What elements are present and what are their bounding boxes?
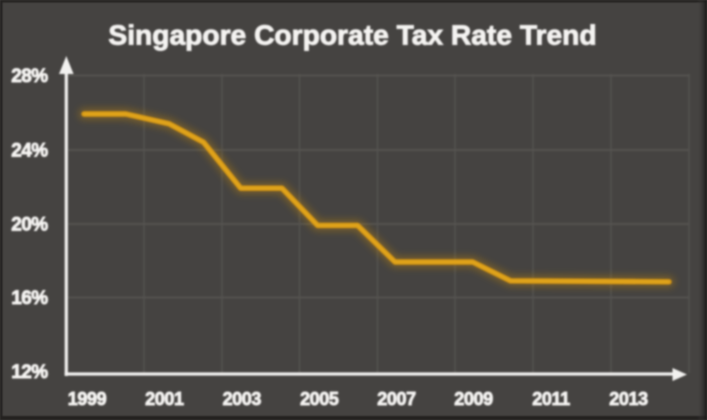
svg-text:2007: 2007 xyxy=(377,389,416,409)
svg-text:1999: 1999 xyxy=(68,389,107,409)
svg-text:20%: 20% xyxy=(11,215,48,236)
svg-text:24%: 24% xyxy=(11,141,48,162)
svg-text:28%: 28% xyxy=(11,66,48,87)
svg-text:12%: 12% xyxy=(11,362,48,383)
svg-text:2005: 2005 xyxy=(300,389,339,409)
svg-text:2009: 2009 xyxy=(454,389,493,409)
svg-text:2001: 2001 xyxy=(145,389,184,409)
svg-text:2011: 2011 xyxy=(532,389,570,409)
svg-text:2013: 2013 xyxy=(609,389,648,409)
svg-text:Singapore Corporate Tax Rate T: Singapore Corporate Tax Rate Trend xyxy=(108,19,596,51)
svg-text:16%: 16% xyxy=(11,288,48,309)
svg-text:2003: 2003 xyxy=(223,389,262,409)
